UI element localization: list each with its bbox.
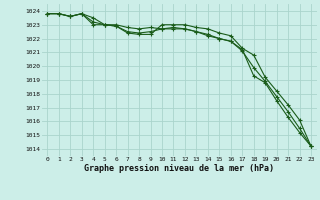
X-axis label: Graphe pression niveau de la mer (hPa): Graphe pression niveau de la mer (hPa) xyxy=(84,164,274,173)
